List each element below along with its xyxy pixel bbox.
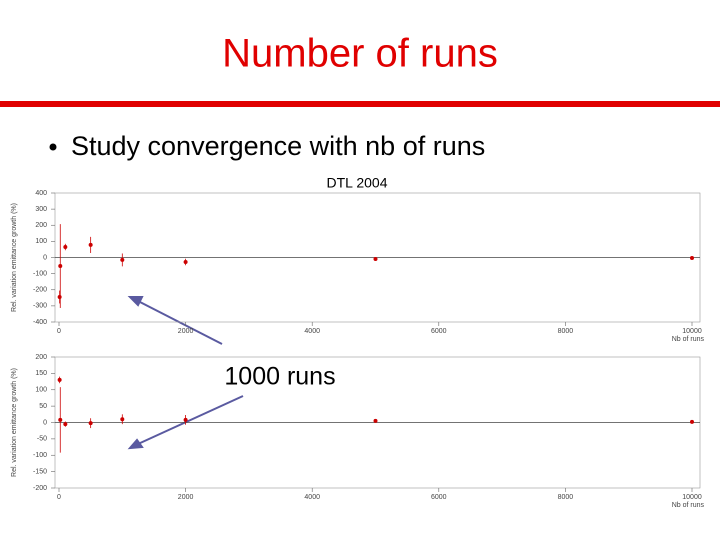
- x-tick-label: 2000: [178, 328, 194, 335]
- x-axis-label: Nb of runs: [672, 502, 705, 509]
- data-point: [183, 260, 188, 265]
- y-tick-label: -200: [33, 485, 47, 492]
- x-tick-label: 8000: [558, 494, 574, 501]
- x-tick-label: 6000: [431, 494, 447, 501]
- y-axis-label: Rel. variation emittance growth (%): [11, 368, 18, 477]
- data-point: [690, 255, 694, 260]
- data-point: [183, 417, 188, 422]
- arrow-head: [127, 296, 144, 307]
- y-tick-label: -100: [33, 452, 47, 459]
- data-point: [120, 257, 125, 262]
- y-tick-label: -100: [33, 270, 47, 277]
- y-tick-label: 100: [35, 387, 47, 394]
- title-rule: [0, 101, 720, 107]
- y-tick-label: -200: [33, 287, 47, 294]
- annotation: 1000 runs: [224, 363, 335, 391]
- data-point: [373, 256, 378, 261]
- data-point: [63, 422, 68, 427]
- x-tick-label: 2000: [178, 494, 194, 501]
- chart-title: DTL 2004: [327, 175, 388, 191]
- arrows: [127, 296, 244, 450]
- arrow: [137, 300, 223, 345]
- data-point: [58, 264, 63, 269]
- data-point: [690, 419, 694, 424]
- y-tick-label: 0: [43, 254, 47, 261]
- data-point: [57, 295, 62, 300]
- x-tick-label: 6000: [431, 328, 447, 335]
- arrow-head: [127, 438, 144, 450]
- arrow: [137, 395, 244, 445]
- data-point: [120, 417, 125, 422]
- data-point: [63, 245, 68, 250]
- y-tick-label: -150: [33, 468, 47, 475]
- x-tick-label: 10000: [682, 328, 702, 335]
- y-tick-label: 150: [35, 370, 47, 377]
- data-point: [58, 417, 63, 422]
- data-point: [57, 377, 62, 382]
- y-tick-label: 200: [35, 354, 47, 361]
- y-tick-label: -400: [33, 319, 47, 326]
- x-tick-label: 10000: [682, 494, 702, 501]
- y-axis-label: Rel. variation emittance growth (%): [11, 203, 18, 312]
- y-tick-label: 50: [39, 403, 47, 410]
- x-axis-label: Nb of runs: [672, 336, 705, 343]
- data-point: [88, 421, 93, 426]
- slide-title: Number of runs: [222, 32, 498, 76]
- x-tick-label: 0: [57, 328, 61, 335]
- data-point: [373, 418, 378, 423]
- data-point: [88, 242, 93, 247]
- y-tick-label: -300: [33, 303, 47, 310]
- y-tick-label: 100: [35, 238, 47, 245]
- bullet-text: Study convergence with nb of runs: [71, 131, 485, 161]
- y-tick-label: -50: [37, 436, 47, 443]
- x-tick-label: 8000: [558, 328, 574, 335]
- x-tick-label: 4000: [304, 328, 320, 335]
- x-tick-label: 4000: [304, 494, 320, 501]
- y-tick-label: 200: [35, 222, 47, 229]
- y-tick-label: 400: [35, 190, 47, 197]
- y-tick-label: 300: [35, 206, 47, 213]
- bullet-dot: [49, 143, 57, 151]
- x-tick-label: 0: [57, 494, 61, 501]
- y-tick-label: 0: [43, 419, 47, 426]
